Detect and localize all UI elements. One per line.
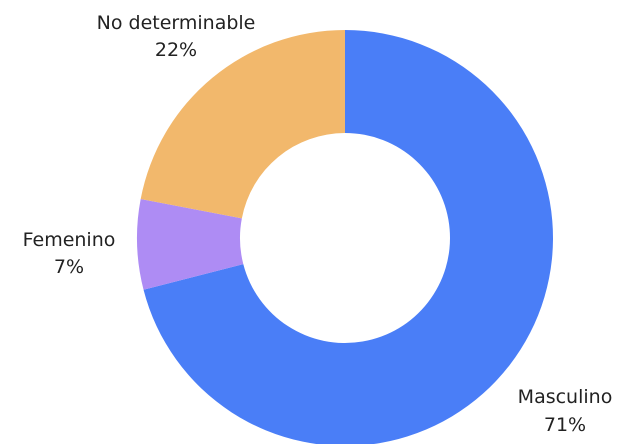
slice-label-masculino: Masculino [518,386,613,408]
slice-value-femenino: 7% [54,256,84,278]
slice-value-no-determinable: 22% [155,39,197,61]
slice-label-femenino: Femenino [23,229,116,251]
slice-label-no-determinable: No determinable [97,12,256,34]
slice-femenino [136,199,244,290]
slice-labels: Masculino 71% Femenino 7% No determinabl… [23,12,613,436]
slice-no-determinable [140,30,345,219]
donut-slices [136,30,553,444]
slice-masculino [143,30,553,444]
slice-value-masculino: 71% [544,414,586,436]
